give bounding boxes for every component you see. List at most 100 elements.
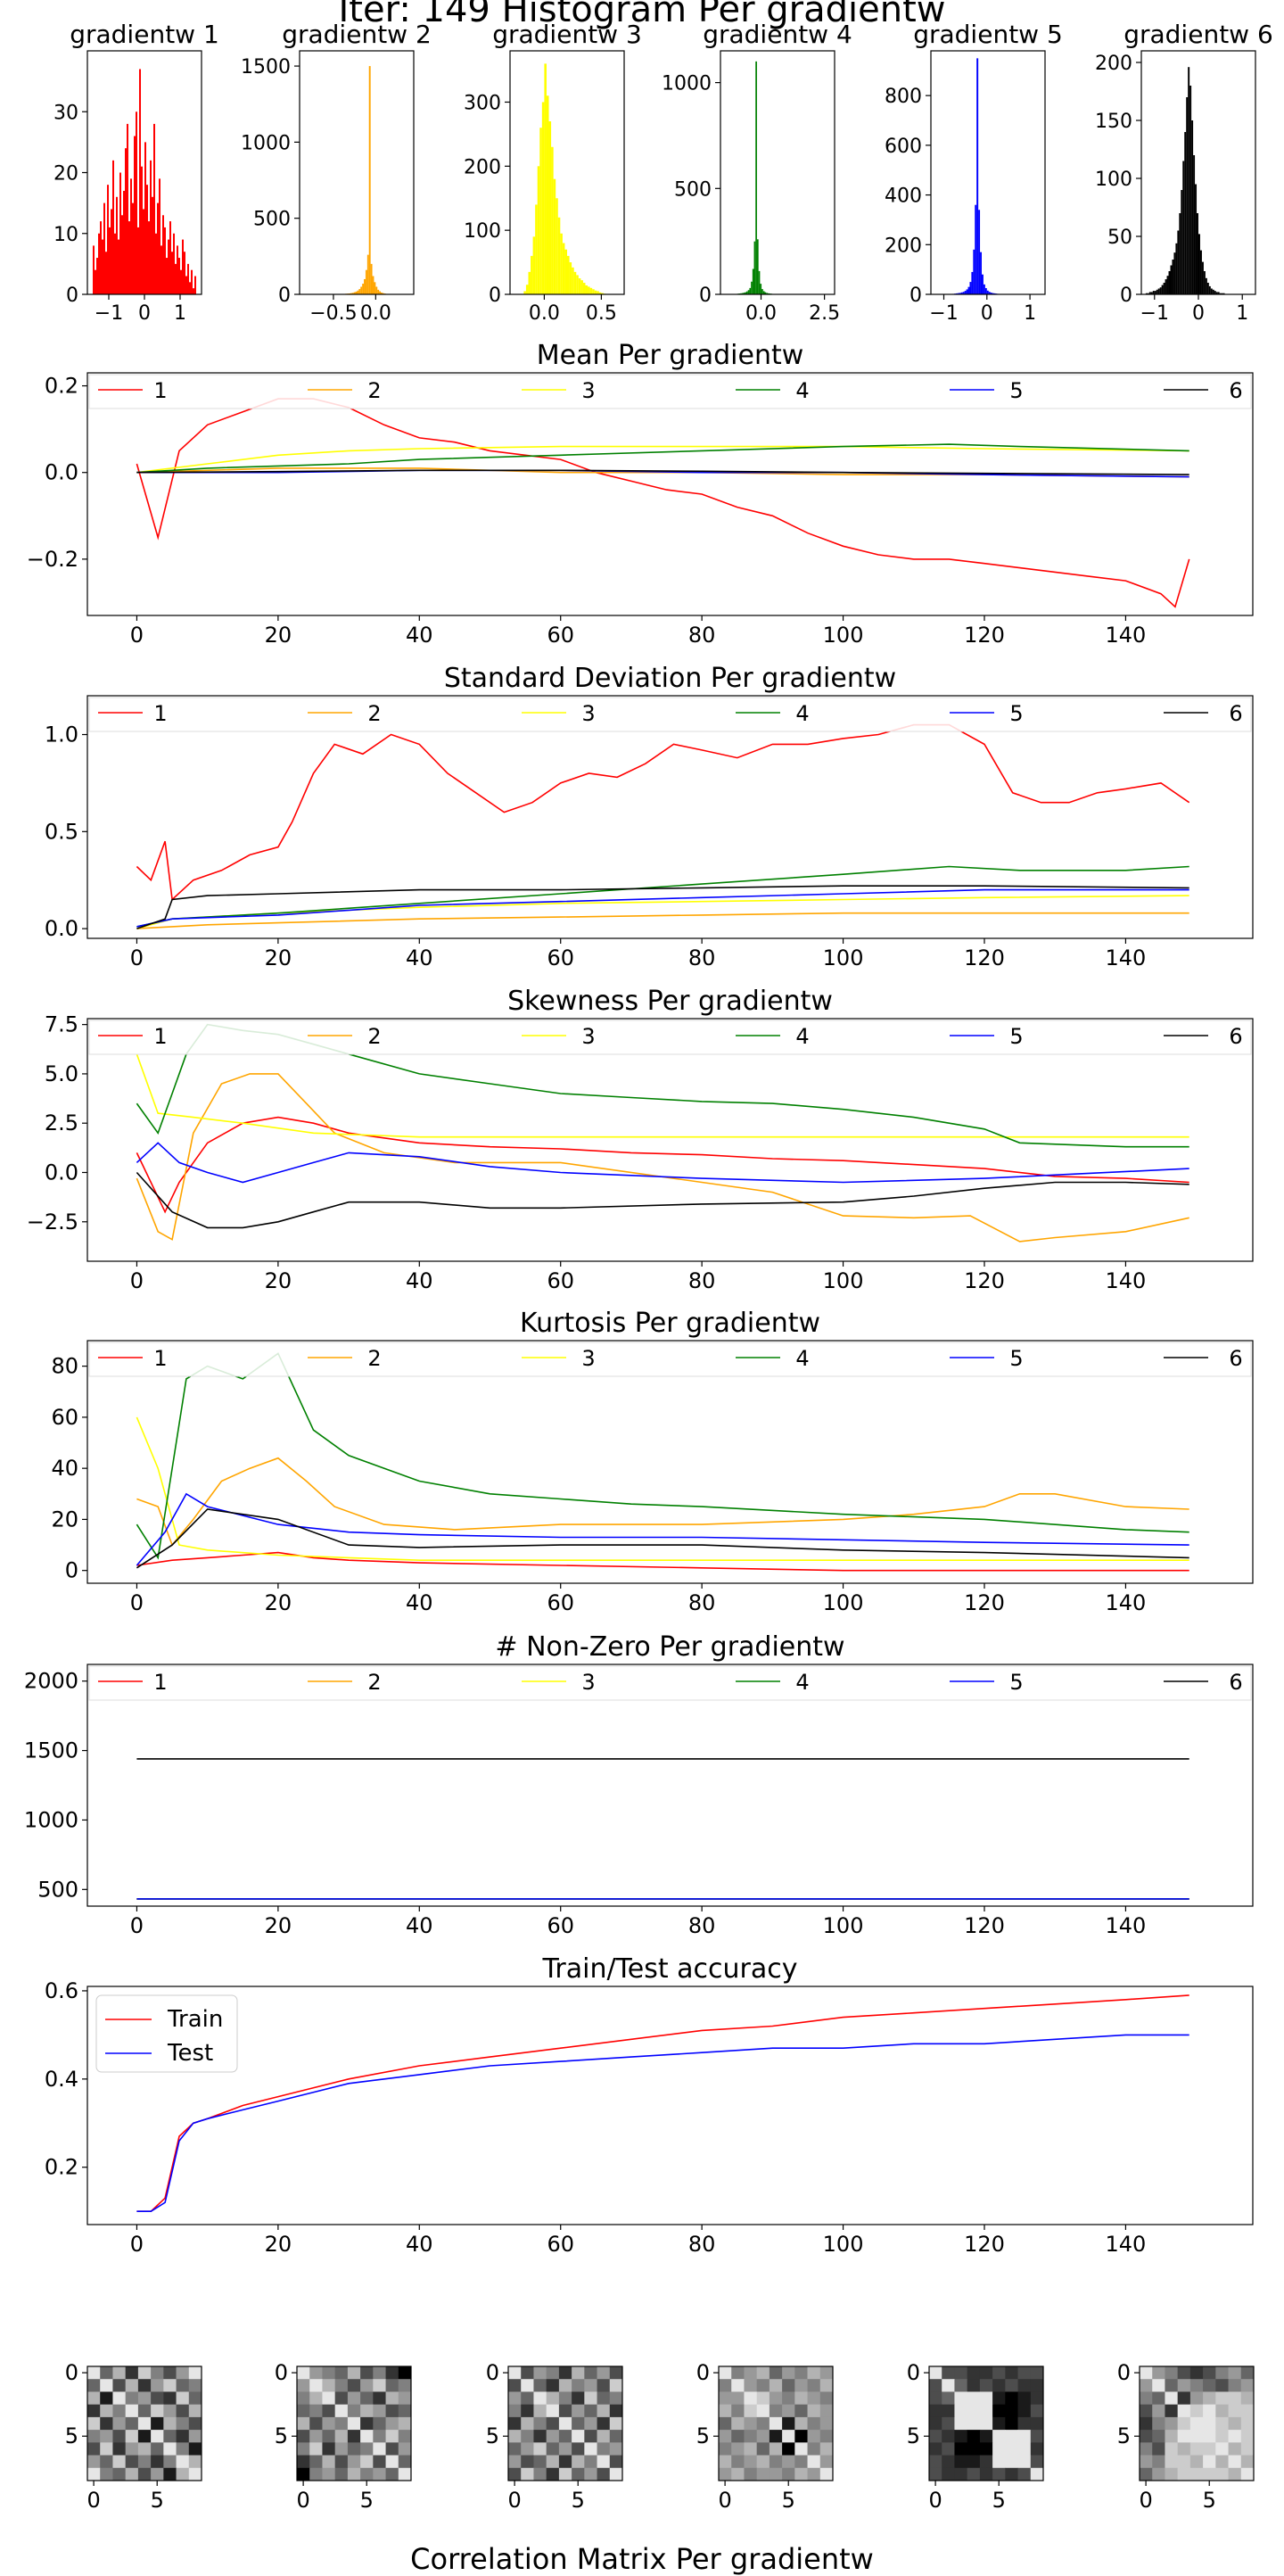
heatmap-cell: [1140, 2417, 1153, 2431]
histogram-bar: [755, 62, 757, 294]
histogram-bar: [1184, 132, 1186, 294]
heatmap-cell: [309, 2468, 323, 2481]
heatmap-cell: [547, 2456, 560, 2469]
y-tick-label: 500: [674, 178, 712, 201]
legend-label: Train: [167, 2006, 223, 2033]
heatmap-cell: [719, 2430, 732, 2443]
heatmap-cell: [309, 2379, 323, 2392]
heatmap-cell: [138, 2468, 152, 2481]
histogram-bar: [123, 191, 125, 294]
y-tick-label: 1500: [24, 1738, 78, 1763]
histogram-bar: [754, 242, 756, 294]
heatmap-cell: [112, 2391, 126, 2405]
histogram-bar: [1156, 290, 1158, 294]
histogram-bar: [175, 264, 177, 294]
heatmap-cell: [189, 2379, 202, 2392]
x-tick-label: 0: [130, 2232, 144, 2257]
heatmap-cell: [1190, 2430, 1204, 2443]
heatmap-cell: [757, 2468, 770, 2481]
heatmap-cell: [335, 2430, 349, 2443]
heatmap-cell: [1140, 2391, 1153, 2405]
legend-label: 6: [1229, 701, 1242, 726]
heatmap-cell: [87, 2391, 101, 2405]
heatmap-cell: [584, 2442, 597, 2456]
heatmap-cell: [757, 2442, 770, 2456]
y-tick-label: 0.6: [45, 1978, 78, 2003]
heatmap-cell: [1152, 2379, 1165, 2392]
heatmap-cell: [954, 2456, 967, 2469]
heatmap-cell: [100, 2468, 113, 2481]
legend-label: 5: [1009, 701, 1023, 726]
heatmap-cell: [770, 2456, 783, 2469]
heatmap-cell: [1152, 2430, 1165, 2443]
heatmap-cell: [1229, 2405, 1242, 2418]
heatmap-cell: [87, 2379, 101, 2392]
heatmap-cell: [163, 2405, 177, 2418]
heatmap-cell: [954, 2379, 967, 2392]
heatmap-cell: [744, 2405, 757, 2418]
y-tick-label: 400: [885, 186, 922, 208]
heatmap-cell: [1215, 2442, 1229, 2456]
legend-label: 4: [795, 378, 809, 403]
heatmap-cell: [794, 2391, 808, 2405]
y-tick-label: 0: [699, 285, 712, 307]
heatmap-cell: [126, 2468, 139, 2481]
heatmap-cell: [547, 2442, 560, 2456]
y-tick-label: −2.5: [27, 1210, 78, 1234]
x-tick-label: 80: [688, 2232, 716, 2257]
legend-label: Test: [167, 2040, 213, 2067]
heatmap-cell: [770, 2442, 783, 2456]
series-line-1: [136, 1118, 1189, 1212]
heatmap-cell: [1165, 2391, 1178, 2405]
heatmap-cell: [992, 2391, 1006, 2405]
heatmap-cell: [942, 2456, 955, 2469]
histogram-bar: [592, 289, 595, 294]
heatmap-cell: [967, 2366, 981, 2380]
heatmap-cell: [1241, 2456, 1255, 2469]
heatmap-cell: [547, 2366, 560, 2380]
x-tick-label: 0: [296, 2488, 309, 2513]
x-tick-label: 120: [964, 623, 1005, 648]
heatmap-cell: [1165, 2456, 1178, 2469]
x-tick-label: 120: [964, 1913, 1005, 1938]
heatmap-cell: [177, 2442, 190, 2456]
x-tick-label: 40: [406, 1268, 433, 1293]
heatmap-cell: [1031, 2379, 1044, 2392]
heatmap-cell: [177, 2366, 190, 2380]
heatmap-cell: [386, 2391, 399, 2405]
heatmap-cell: [980, 2405, 993, 2418]
x-tick-label: 40: [406, 1590, 433, 1615]
histogram-bar: [377, 290, 379, 294]
histogram-bar: [182, 240, 184, 294]
heatmap-cell: [744, 2391, 757, 2405]
histogram-bar: [127, 124, 128, 294]
histogram-bar: [185, 277, 187, 294]
x-tick-label: 60: [547, 623, 574, 648]
heatmap-cell: [992, 2417, 1006, 2431]
heatmap-cell: [1140, 2442, 1153, 2456]
heatmap-cell: [770, 2391, 783, 2405]
x-tick-label: 5: [992, 2488, 1006, 2513]
histogram-bar: [105, 252, 107, 294]
series-line-test: [136, 2035, 1189, 2211]
histogram-bar: [526, 285, 529, 294]
y-tick-label: 300: [464, 92, 501, 114]
x-tick-label: 100: [823, 945, 864, 970]
x-tick-label: 20: [265, 945, 292, 970]
y-tick-label: 0.4: [45, 2067, 78, 2092]
heatmap-cell: [808, 2391, 821, 2405]
histogram-bar: [560, 234, 563, 294]
histogram-bar: [1195, 185, 1197, 295]
x-tick-label: 80: [688, 1913, 716, 1938]
heatmap-cell: [770, 2379, 783, 2392]
heatmap-cell: [1140, 2430, 1153, 2443]
chart-title: Skewness Per gradientw: [507, 986, 833, 1017]
y-tick-label: 800: [885, 86, 922, 108]
heatmap-cell: [533, 2430, 547, 2443]
heatmap-cell: [1190, 2391, 1204, 2405]
histogram-bar: [1206, 278, 1207, 294]
